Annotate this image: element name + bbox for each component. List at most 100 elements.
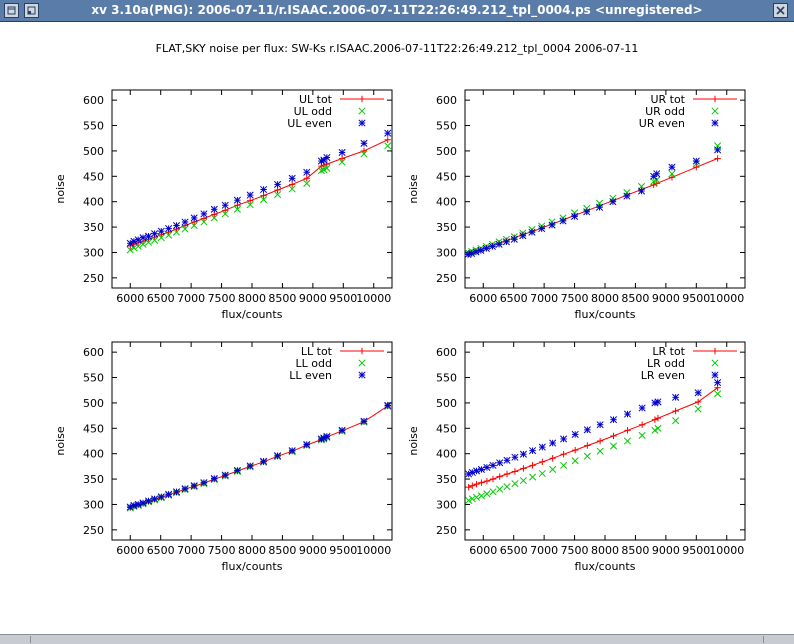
- data-point: [583, 452, 591, 460]
- xtick-label: 9000: [652, 292, 680, 305]
- legend-label: LL odd: [296, 357, 332, 370]
- data-point: [483, 477, 491, 485]
- data-point: [714, 146, 722, 154]
- data-point: [638, 431, 646, 439]
- data-point: [144, 238, 153, 246]
- iconify-icon[interactable]: [24, 3, 39, 18]
- xtick-label: 7000: [177, 292, 205, 305]
- window-menu-icon[interactable]: [4, 3, 19, 18]
- ytick-label: 600: [436, 94, 457, 107]
- x-axis-label: flux/counts: [575, 308, 636, 321]
- data-point: [502, 238, 510, 246]
- data-point: [653, 180, 660, 187]
- data-point: [221, 210, 229, 218]
- plot-area: FLAT,SKY noise per flux: SW-Ks r.ISAAC.2…: [0, 22, 794, 634]
- data-point: [714, 390, 722, 398]
- legend-label: UR odd: [645, 105, 685, 118]
- data-point: [560, 435, 568, 443]
- plot-frame-ul: [111, 89, 393, 289]
- data-point: [638, 404, 646, 412]
- xtick-label: 8000: [238, 292, 266, 305]
- data-point: [529, 473, 537, 481]
- xtick-label: 8500: [621, 292, 649, 305]
- xtick-label: 9000: [299, 292, 327, 305]
- data-point: [623, 410, 632, 418]
- data-point: [130, 244, 138, 252]
- plot-frame-lr: [464, 341, 746, 541]
- data-point: [465, 470, 473, 478]
- legend-marker: [711, 95, 719, 103]
- ytick-label: 300: [436, 246, 457, 259]
- legend-label: LL tot: [301, 345, 333, 358]
- data-point: [360, 150, 368, 158]
- data-point: [323, 153, 331, 162]
- data-point: [694, 389, 702, 397]
- data-point: [609, 442, 618, 450]
- data-point: [288, 447, 296, 455]
- data-point: [637, 187, 646, 195]
- xtick-label: 7000: [530, 544, 558, 557]
- data-point: [221, 471, 229, 479]
- ytick-label: 350: [83, 473, 104, 486]
- ytick-label: 550: [436, 372, 457, 385]
- legend-label: LR tot: [652, 345, 685, 358]
- title-bar[interactable]: xv 3.10a(PNG): 2006-07-11/r.ISAAC.2006-0…: [0, 0, 794, 22]
- data-point: [477, 246, 485, 254]
- data-point: [260, 192, 267, 199]
- data-point: [246, 191, 254, 199]
- data-point: [260, 457, 268, 465]
- data-point: [495, 240, 503, 248]
- data-point: [157, 493, 165, 501]
- ytick-label: 400: [83, 196, 104, 209]
- ytick-label: 500: [436, 145, 457, 158]
- data-point: [538, 469, 546, 478]
- data-point: [549, 439, 557, 447]
- chart-ul: 250 300 350 400 450 500 550 600 6000 6500 7000 7500…: [54, 89, 393, 321]
- window-title: xv 3.10a(PNG): 2006-07-11/r.ISAAC.2006-0…: [91, 3, 703, 17]
- legend-marker: [358, 371, 366, 379]
- y-axis-label: noise: [407, 426, 420, 455]
- figure: FLAT,SKY noise per flux: SW-Ks r.ISAAC.2…: [54, 42, 746, 573]
- ytick-label: 450: [436, 170, 457, 183]
- data-point: [200, 479, 208, 487]
- data-point: [384, 129, 392, 137]
- close-icon[interactable]: [773, 3, 788, 18]
- x-axis-label: flux/counts: [222, 308, 283, 321]
- data-point: [549, 455, 556, 462]
- series-lr-tot: [465, 384, 721, 491]
- data-point: [172, 222, 181, 230]
- ytick-label: 400: [436, 448, 457, 461]
- data-point: [360, 417, 368, 425]
- chart-ll: 250 300 350 400 450 500 550 600 6000 6500 7000 7500…: [54, 341, 393, 573]
- legend-label: LL even: [289, 369, 332, 382]
- data-point: [694, 398, 702, 406]
- legend-marker: [711, 359, 719, 367]
- data-point: [571, 430, 579, 438]
- data-point: [496, 485, 504, 493]
- ytick-label: 600: [83, 346, 104, 359]
- ytick-label: 400: [436, 196, 457, 209]
- data-point: [360, 139, 368, 147]
- data-point: [584, 442, 591, 449]
- data-point: [323, 432, 331, 440]
- series-ul-odd: [126, 142, 392, 254]
- data-point: [210, 214, 218, 222]
- data-point: [654, 424, 662, 432]
- data-point: [323, 164, 331, 172]
- data-point: [181, 218, 189, 226]
- legend-label: UL odd: [294, 105, 332, 118]
- ytick-label: 500: [83, 397, 104, 410]
- data-point: [190, 222, 198, 230]
- data-point: [338, 426, 346, 434]
- data-point: [519, 232, 527, 240]
- series-lr-odd: [465, 390, 722, 504]
- ytick-label: 250: [436, 272, 457, 285]
- ytick-label: 350: [83, 221, 104, 234]
- ytick-label: 300: [83, 246, 104, 259]
- data-point: [338, 155, 346, 162]
- series-ul-even: [126, 129, 392, 247]
- data-point: [384, 142, 392, 150]
- data-point: [583, 204, 591, 212]
- legend-marker: [711, 119, 719, 127]
- data-point: [303, 441, 311, 449]
